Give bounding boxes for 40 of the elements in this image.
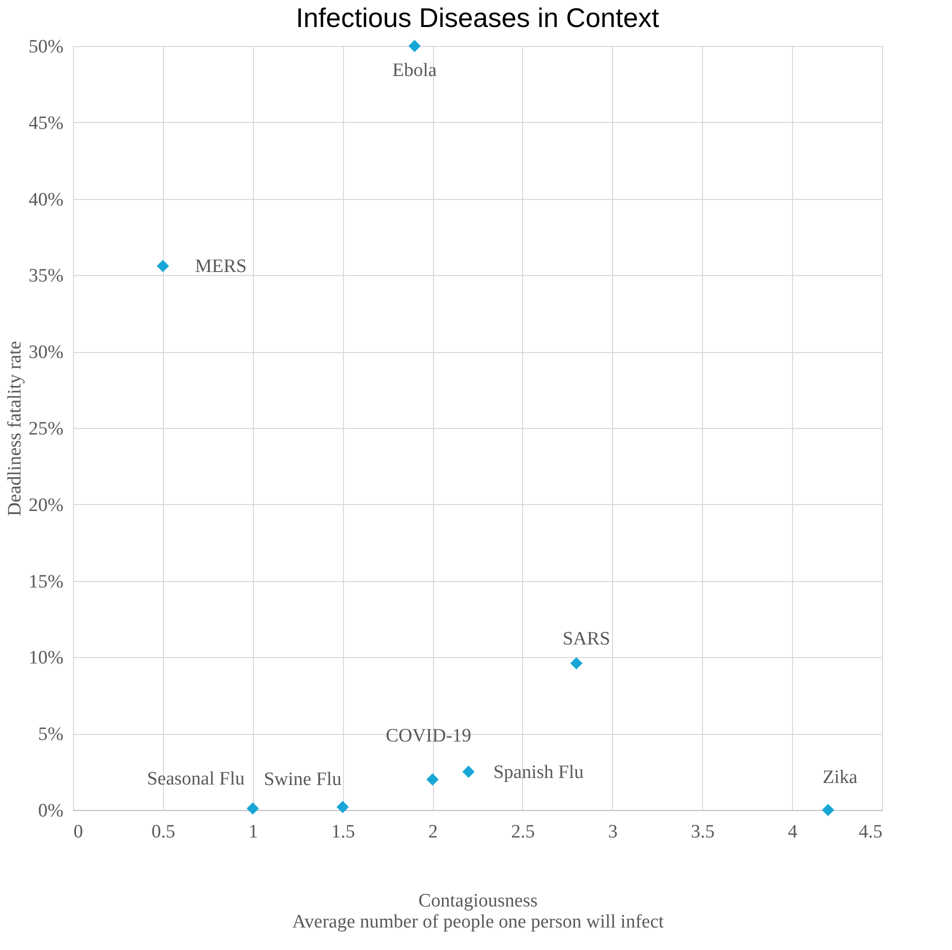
y-tick-label: 40% — [28, 189, 64, 210]
x-tick-label: 1 — [248, 822, 258, 842]
annotation: Ebola — [392, 60, 438, 81]
x-tick-label: 2.5 — [511, 822, 535, 842]
annotation: Spanish Flu — [493, 762, 584, 783]
y-tick-label: 0% — [38, 800, 64, 822]
x-tick-label: 0 — [74, 822, 83, 842]
chart-title: Infectious Diseases in Context — [296, 3, 660, 33]
x-tick-label: 0.5 — [152, 822, 176, 842]
annotation: Swine Flu — [264, 768, 342, 790]
point — [336, 800, 349, 814]
y-tick-label: 20% — [28, 494, 64, 516]
y-tick-label: 10% — [28, 648, 64, 669]
point — [462, 766, 475, 778]
point — [570, 657, 582, 670]
y-axis-title: Deadliness fatality rate — [4, 340, 26, 516]
x-tick-label: 3.5 — [690, 822, 715, 842]
annotation: COVID-19 — [386, 725, 472, 746]
annotation: MERS — [195, 256, 247, 278]
x-axis-title: Contagiousness Average number of people one person will infect — [292, 890, 665, 932]
point — [408, 40, 421, 52]
annotation: Zika — [822, 767, 858, 788]
annotation: SARS — [562, 628, 610, 650]
point — [156, 260, 170, 272]
x-tick-label: 2 — [428, 822, 438, 842]
point — [426, 773, 439, 786]
y-tick-label: 5% — [38, 724, 64, 746]
y-tick-label: 35% — [28, 266, 64, 287]
y-tick-label: 45% — [28, 112, 64, 134]
point — [822, 804, 834, 816]
y-tick-label: 25% — [28, 418, 64, 440]
annotation: Seasonal Flu — [146, 768, 246, 790]
y-tick-label: 30% — [28, 342, 64, 364]
point — [246, 802, 259, 815]
x-tick-label: 4 — [788, 822, 798, 842]
x-tick-label: 1.5 — [331, 822, 356, 842]
y-tick-label: 15% — [28, 571, 64, 592]
x-tick-label: 3 — [608, 822, 618, 842]
y-tick-label: 50% — [28, 36, 64, 58]
x-tick-label: 4.5 — [858, 822, 882, 842]
